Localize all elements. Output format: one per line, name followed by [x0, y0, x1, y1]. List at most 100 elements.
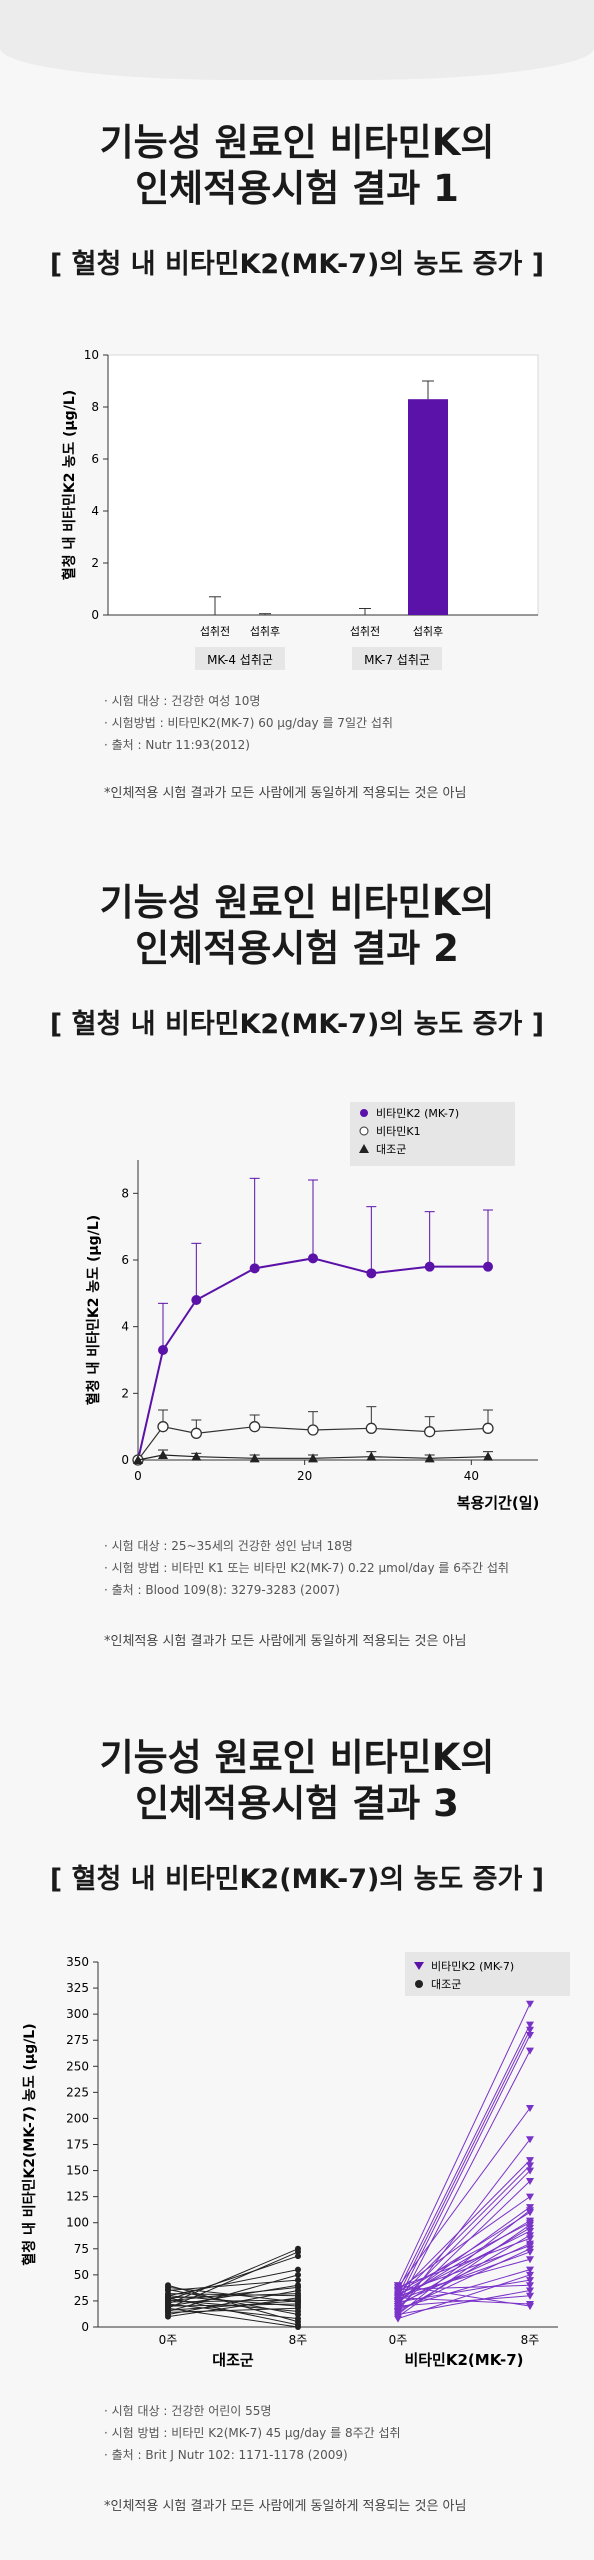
- data-point: [526, 2162, 534, 2170]
- y-tick-label: 175: [66, 2138, 89, 2152]
- y-axis-label: 혈청 내 비타민K2 농도 (µg/L): [61, 390, 78, 580]
- data-point: [526, 2209, 534, 2217]
- pair-line: [167, 2269, 299, 2297]
- pair-line: [397, 2222, 531, 2292]
- legend-marker: [414, 1962, 424, 1970]
- y-tick-label: 250: [66, 2059, 89, 2073]
- y-tick-label: 0: [81, 2320, 89, 2334]
- data-point: [526, 2032, 534, 2039]
- data-point: [295, 2311, 301, 2318]
- y-tick-label: 300: [66, 2007, 89, 2021]
- x-tick-label: 0: [134, 1469, 142, 1483]
- data-point: [165, 2282, 171, 2289]
- data-point: [158, 1345, 168, 1355]
- group-label-bg: [352, 647, 442, 670]
- pair-line: [397, 2251, 531, 2301]
- y-tick-label: 2: [121, 1386, 129, 1400]
- x-tick-label: 0주: [389, 2333, 408, 2347]
- pair-line: [167, 2279, 299, 2291]
- legend-marker: [415, 1980, 423, 1988]
- note-method: · 시험 방법 : 비타민 K2(MK-7) 45 µg/day 를 8주간 섭…: [104, 2426, 401, 2440]
- data-point: [526, 2193, 534, 2201]
- section-1-title-line1: 기능성 원료인 비타민K의: [99, 121, 495, 164]
- group-label-bg: [195, 647, 285, 670]
- data-point: [307, 1424, 319, 1436]
- pair-line: [397, 2034, 531, 2302]
- data-point: [526, 2282, 534, 2290]
- note-subjects: · 시험 대상 : 건강한 어린이 55명: [104, 2404, 272, 2418]
- section-2-title-line2: 인체적용시험 결과 2: [135, 927, 459, 970]
- pair-line: [167, 2297, 299, 2326]
- pair-line: [397, 2269, 531, 2309]
- note-subjects: · 시험 대상 : 25~35세의 건강한 성인 남녀 18명: [104, 1539, 353, 1553]
- data-point: [394, 2286, 402, 2294]
- note-source: · 출처 : Brit J Nutr 102: 1171-1178 (2009): [104, 2448, 348, 2462]
- data-point: [165, 2313, 171, 2320]
- section-2-title-line1: 기능성 원료인 비타민K의: [99, 881, 495, 924]
- data-point: [365, 1422, 377, 1434]
- y-tick-label: 275: [66, 2033, 89, 2047]
- x-tick-label: 40: [464, 1469, 479, 1483]
- pair-line: [397, 2227, 531, 2307]
- data-point: [249, 1263, 260, 1274]
- x-tick-label: 섭취전: [200, 625, 230, 638]
- data-point: [526, 2248, 534, 2256]
- data-point: [526, 2178, 534, 2185]
- y-tick-label: 0: [121, 1453, 129, 1467]
- y-axis-label: 혈청 내 비타민K2 농도 (µg/L): [85, 1215, 102, 1405]
- data-point: [190, 1427, 202, 1439]
- section-1-subtitle: [ 혈청 내 비타민K2(MK-7)의 농도 증가 ]: [49, 249, 545, 280]
- data-point: [526, 2266, 534, 2274]
- section-3-notes: · 시험 대상 : 건강한 어린이 55명 · 시험 방법 : 비타민 K2(M…: [104, 2400, 401, 2466]
- data-point: [526, 2277, 534, 2285]
- legend-marker: [360, 1109, 368, 1117]
- legend-label: 대조군: [376, 1143, 406, 1156]
- group-label: MK-7 섭취군: [364, 653, 430, 667]
- section-3-title-line1: 기능성 원료인 비타민K의: [99, 1736, 495, 1779]
- data-point: [526, 2000, 534, 2008]
- paired-line-chart-3: 0 25 50 75 100 125 150 175 200 225 250 275 300 325 350…: [21, 1952, 570, 2369]
- bar: [408, 399, 448, 615]
- data-point: [295, 2248, 301, 2255]
- data-point: [295, 2324, 301, 2330]
- pair-line: [397, 2279, 531, 2303]
- y-tick-label: 200: [66, 2111, 89, 2125]
- pair-line: [167, 2299, 299, 2312]
- pair-line: [397, 2245, 531, 2295]
- data-point: [526, 2228, 534, 2236]
- data-point: [249, 1453, 260, 1463]
- pair-line: [397, 2170, 531, 2305]
- pair-line: [397, 2050, 531, 2307]
- y-tick-label: 8: [91, 400, 99, 414]
- y-tick-label: 50: [74, 2268, 89, 2282]
- pair-line: [167, 2286, 299, 2303]
- legend-box: [405, 1952, 570, 1996]
- group-label: 대조군: [212, 2351, 254, 2369]
- pair-line: [397, 2196, 531, 2290]
- data-point: [165, 2294, 171, 2301]
- y-tick-label: 125: [66, 2190, 89, 2204]
- pair-line: [397, 2138, 531, 2312]
- pair-line: [397, 2159, 531, 2294]
- data-point: [394, 2298, 402, 2306]
- pair-line: [167, 2297, 299, 2318]
- pair-line: [397, 2284, 531, 2307]
- data-point: [308, 1253, 318, 1264]
- y-axis-label: 혈청 내 비타민K2(MK-7) 농도 (µg/L): [21, 2023, 38, 2265]
- note-method: · 시험 방법 : 비타민 K1 또는 비타민 K2(MK-7) 0.22 µm…: [104, 1561, 509, 1575]
- pair-line: [397, 2248, 531, 2311]
- y-tick-label: 6: [91, 452, 99, 466]
- legend-marker: [359, 1126, 369, 1136]
- data-point: [366, 1268, 377, 1279]
- data-point: [526, 2303, 534, 2311]
- y-tick-label: 25: [74, 2294, 89, 2308]
- data-point: [295, 2266, 301, 2273]
- legend-box: [350, 1102, 515, 1166]
- series-line: [137, 1426, 489, 1461]
- pair-line: [167, 2286, 299, 2302]
- data-point: [394, 2282, 402, 2290]
- data-point: [191, 1451, 202, 1461]
- section-1-notes: · 시험 대상 : 건강한 여성 10명 · 시험방법 : 비타민K2(MK-7…: [104, 690, 393, 756]
- section-1-disclaimer: *인체적용 시험 결과가 모든 사람에게 동일하게 적용되는 것은 아님: [104, 786, 467, 801]
- data-point: [526, 2047, 534, 2055]
